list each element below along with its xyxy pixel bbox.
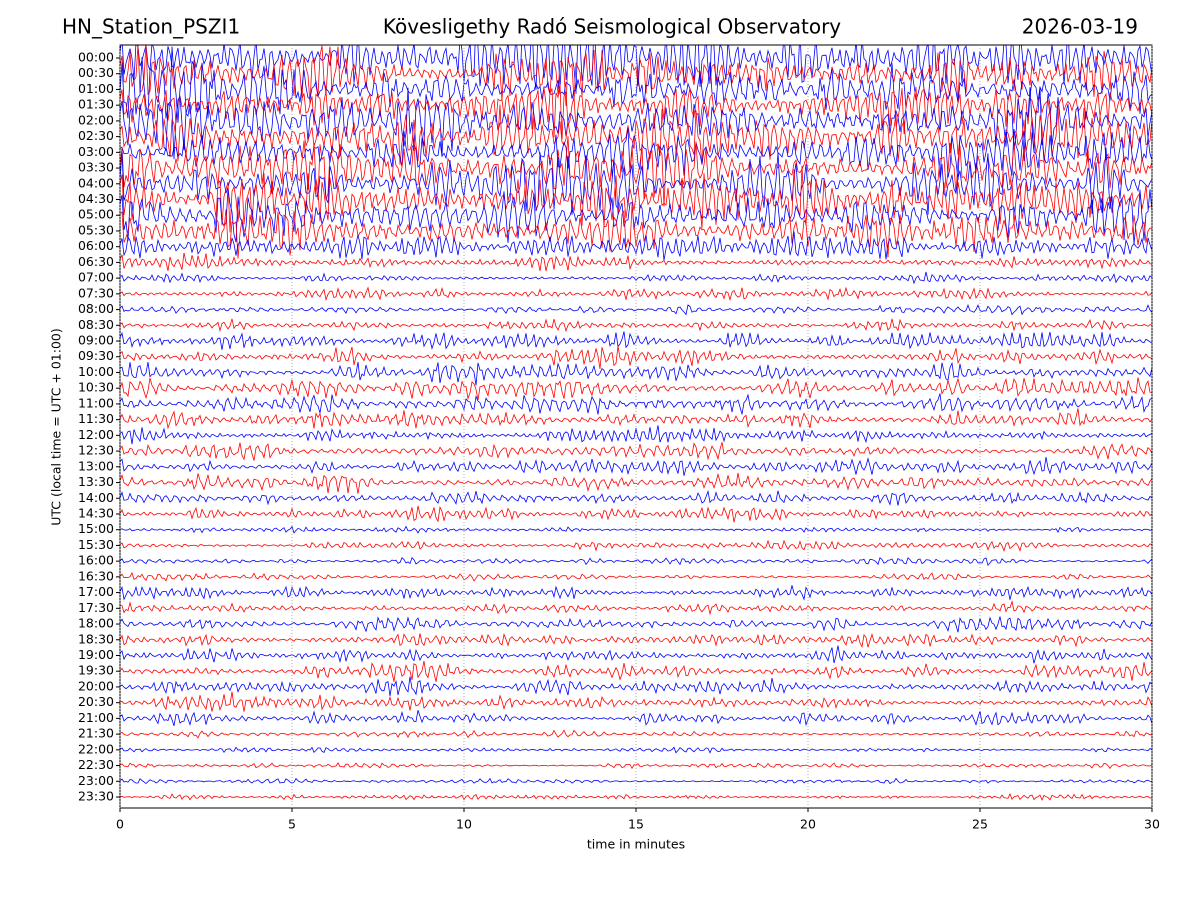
y-tick-label: 16:30 (78, 568, 114, 583)
station-title: HN_Station_PSZI1 (62, 15, 240, 39)
trace (120, 286, 1152, 302)
y-tick-label: 22:00 (78, 741, 114, 756)
y-tick-label: 22:30 (78, 757, 114, 772)
x-tick-label: 20 (800, 817, 816, 832)
trace (120, 729, 1152, 739)
trace (120, 104, 1152, 165)
trace (120, 346, 1152, 369)
y-tick-label: 06:00 (78, 238, 114, 253)
trace (120, 691, 1152, 712)
trace (120, 377, 1152, 401)
y-tick-label: 01:30 (78, 97, 114, 112)
y-tick-label: 18:30 (78, 631, 114, 646)
y-tick-label: 01:00 (78, 81, 114, 96)
trace (120, 489, 1152, 506)
y-tick-label: 09:30 (78, 348, 114, 363)
y-tick-label: 08:00 (78, 301, 114, 316)
trace (120, 331, 1152, 350)
y-tick-label: 19:00 (78, 647, 114, 662)
y-tick-label: 23:00 (78, 773, 114, 788)
y-tick-label: 04:30 (78, 191, 114, 206)
y-tick-label: 13:00 (78, 458, 114, 473)
y-tick-label: 00:30 (78, 65, 114, 80)
y-tick-label: 21:00 (78, 710, 114, 725)
x-tick-label: 5 (288, 817, 296, 832)
y-tick-label: 15:00 (78, 521, 114, 536)
y-tick-label: 00:00 (78, 50, 114, 65)
y-tick-label: 18:00 (78, 616, 114, 631)
y-tick-label: 05:00 (78, 207, 114, 222)
trace (120, 525, 1152, 534)
y-tick-label: 17:30 (78, 600, 114, 615)
traces (120, 45, 1152, 802)
chart-title: Kövesligethy Radó Seismological Observat… (383, 15, 841, 39)
y-tick-label: 07:30 (78, 285, 114, 300)
y-axis-label: UTC (local time = UTC + 01:00) (49, 328, 64, 526)
y-tick-label: 05:30 (78, 222, 114, 237)
x-tick-label: 30 (1144, 817, 1160, 832)
y-tick-label: 12:30 (78, 443, 114, 458)
x-tick-label: 25 (972, 817, 988, 832)
x-axis-label: time in minutes (587, 837, 685, 852)
trace (120, 777, 1152, 785)
y-tick-label: 03:30 (78, 160, 114, 175)
trace (120, 792, 1152, 802)
y-tick-label: 13:30 (78, 474, 114, 489)
y-tick-label: 19:30 (78, 663, 114, 678)
y-tick-label: 10:30 (78, 380, 114, 395)
y-tick-label: 20:30 (78, 694, 114, 709)
y-tick-label: 14:30 (78, 505, 114, 520)
y-tick-label: 20:00 (78, 678, 114, 693)
trace (120, 271, 1152, 285)
x-tick-label: 15 (628, 817, 644, 832)
trace (120, 304, 1152, 316)
x-tick-label: 10 (456, 817, 472, 832)
trace (120, 45, 1152, 94)
y-tick-label: 06:30 (78, 254, 114, 269)
y-tick-label: 11:00 (78, 395, 114, 410)
trace (120, 46, 1152, 123)
trace (120, 556, 1152, 567)
y-tick-label: 11:30 (78, 411, 114, 426)
y-tick-label: 15:30 (78, 537, 114, 552)
y-tick-label: 16:00 (78, 553, 114, 568)
trace (120, 505, 1152, 523)
y-tick-label: 23:30 (78, 789, 114, 804)
y-tick-label: 12:00 (78, 427, 114, 442)
y-tick-label: 07:00 (78, 270, 114, 285)
y-tick-label: 03:00 (78, 144, 114, 159)
y-tick-label: 02:00 (78, 112, 114, 127)
y-tick-label: 02:30 (78, 128, 114, 143)
y-tick-label: 10:00 (78, 364, 114, 379)
y-tick-label: 21:30 (78, 726, 114, 741)
y-tick-label: 04:00 (78, 175, 114, 190)
x-tick-label: 0 (116, 817, 124, 832)
y-tick-label: 09:00 (78, 333, 114, 348)
y-tick-label: 17:00 (78, 584, 114, 599)
trace (120, 361, 1152, 386)
y-tick-label: 14:00 (78, 490, 114, 505)
trace (120, 136, 1152, 207)
date-title: 2026-03-19 (1022, 15, 1138, 39)
y-tick-label: 08:30 (78, 317, 114, 332)
